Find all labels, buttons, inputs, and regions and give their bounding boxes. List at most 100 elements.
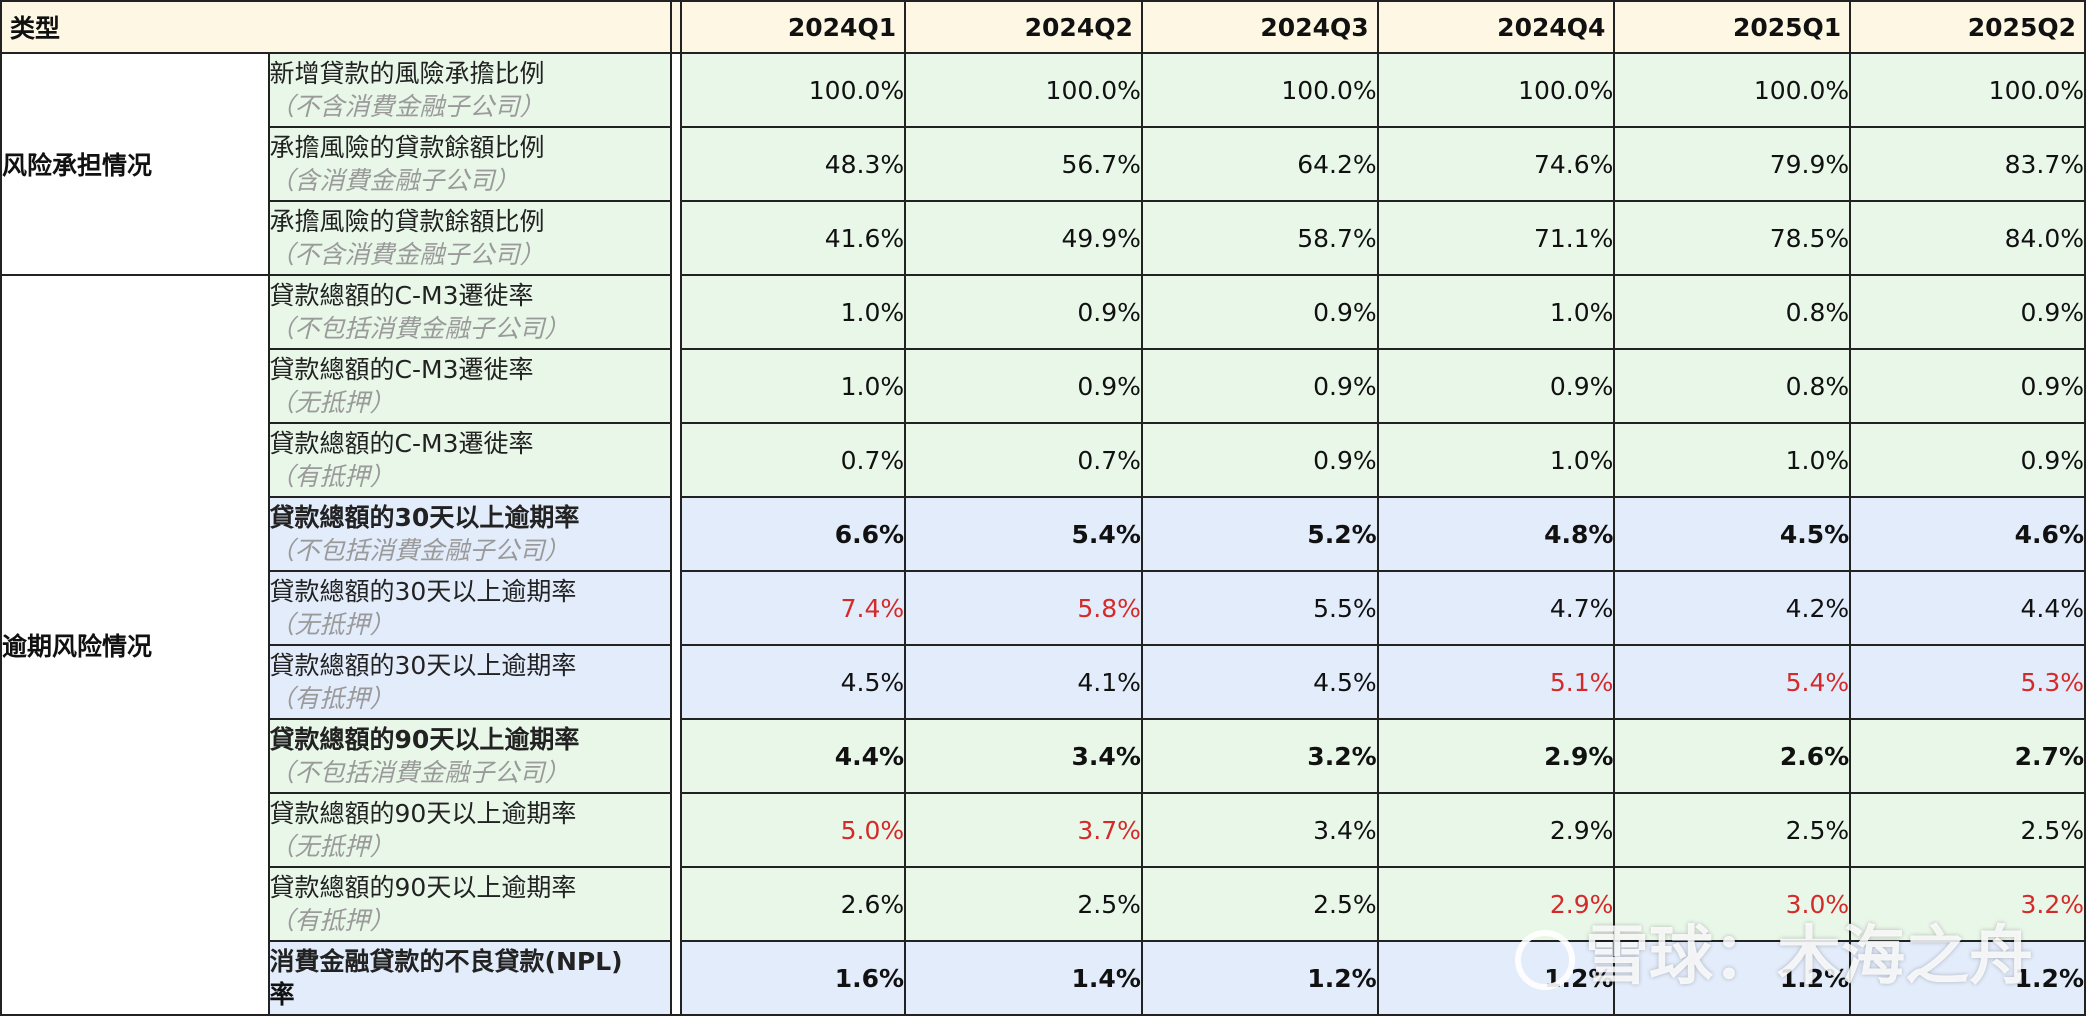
value-cell: 1.2% [1140,940,1379,1016]
table-row: 消費金融貸款的不良貸款(NPL) 率 1.6% 1.4% 1.2% 1.2% 1.… [1,940,2086,1016]
value-cell: 49.9% [904,200,1143,276]
value-cell: 1.0% [680,274,907,350]
row-label: 貸款總額的90天以上逾期率 （不包括消費金融子公司） [267,718,673,794]
value-cell: 2.7% [1849,718,2086,794]
value-cell: 48.3% [680,126,907,202]
value-cell: 0.7% [904,422,1143,498]
value-cell: 100.0% [1613,52,1852,128]
value-cell: 5.2% [1140,496,1379,572]
header-type: 类型 [0,0,673,54]
row-label-main: 貸款總額的C-M3遷徙率 [269,355,534,384]
table-row: 貸款總額的30天以上逾期率 （有抵押） 4.5% 4.1% 4.5% 5.1% 5… [1,644,2086,720]
row-label: 承擔風險的貸款餘額比例 （含消費金融子公司） [267,126,673,202]
row-label: 貸款總額的90天以上逾期率 （有抵押） [267,866,673,942]
value-cell: 4.8% [1376,496,1616,572]
row-label: 貸款總額的C-M3遷徙率 （有抵押） [267,422,673,498]
category-overdue-risk: 逾期风险情况 [0,274,270,1016]
header-2024q2: 2024Q2 [904,0,1143,54]
table-row: 承擔風險的貸款餘額比例 （含消費金融子公司） 48.3% 56.7% 64.2% … [1,126,2086,202]
value-cell: 7.4% [680,570,907,646]
value-cell: 0.9% [1140,348,1379,424]
value-cell: 58.7% [1140,200,1379,276]
value-cell: 5.8% [904,570,1143,646]
value-cell: 2.9% [1376,718,1616,794]
row-label-main: 貸款總額的30天以上逾期率 [269,651,577,680]
value-cell: 3.4% [904,718,1143,794]
value-cell: 4.5% [1613,496,1852,572]
row-label-sub: （有抵押） [269,684,395,713]
value-cell: 5.3% [1849,644,2086,720]
value-cell: 0.9% [1849,274,2086,350]
value-cell: 0.9% [904,274,1143,350]
value-cell: 84.0% [1849,200,2086,276]
snowball-logo-icon [1515,930,1575,991]
value-cell: 1.0% [680,348,907,424]
column-gap [670,52,683,1016]
row-label-sub: （有抵押） [269,906,395,935]
row-label-main: 貸款總額的30天以上逾期率 [269,577,577,606]
watermark: 雪球：木海之舟 [1515,905,2033,997]
row-label-sub: （不包括消費金融子公司） [269,758,570,787]
header-2025q1: 2025Q1 [1613,0,1852,54]
value-cell: 3.0% [1613,866,1852,942]
value-cell: 2.9% [1376,792,1616,868]
table-row: 貸款總額的90天以上逾期率 （有抵押） 2.6% 2.5% 2.5% 2.9% 3… [1,866,2086,942]
row-label: 新增貸款的風險承擔比例 （不含消費金融子公司） [267,52,673,128]
row-label-sub: （有抵押） [269,462,395,491]
row-label: 消費金融貸款的不良貸款(NPL) 率 [267,940,673,1016]
value-cell: 5.4% [904,496,1143,572]
value-cell: 0.8% [1613,348,1852,424]
value-cell: 1.0% [1376,422,1616,498]
value-cell: 4.4% [1849,570,2086,646]
table-row: 逾期风险情况 貸款總額的C-M3遷徙率 （不包括消費金融子公司） 1.0% 0.9… [0,274,2086,1016]
value-cell: 41.6% [680,200,907,276]
value-cell: 5.4% [1613,644,1852,720]
value-cell: 78.5% [1613,200,1852,276]
row-label-sub: （不含消費金融子公司） [269,240,545,269]
table-row: 貸款總額的C-M3遷徙率 （有抵押） 0.7% 0.7% 0.9% 1.0% 1.… [1,422,2086,498]
row-label-sub: 率 [269,980,295,1009]
value-cell: 0.9% [904,348,1143,424]
row-label: 貸款總額的C-M3遷徙率 （无抵押） [267,348,673,424]
value-cell: 3.4% [1140,792,1379,868]
value-cell: 3.2% [1140,718,1379,794]
value-cell: 1.4% [904,940,1143,1016]
row-label-main: 新增貸款的風險承擔比例 [269,59,545,88]
value-cell: 4.6% [1849,496,2086,572]
row-label: 貸款總額的90天以上逾期率 （无抵押） [267,792,673,868]
row-label-sub: （无抵押） [269,610,395,639]
value-cell: 4.5% [1140,644,1379,720]
row-label-main: 貸款總額的30天以上逾期率 [269,503,580,532]
value-cell: 1.2% [1849,940,2086,1016]
row-label-sub: （不包括消費金融子公司） [269,314,570,343]
row-label-main: 貸款總額的90天以上逾期率 [269,725,580,754]
row-label-sub: （无抵押） [269,832,395,861]
value-cell: 3.2% [1849,866,2086,942]
row-label-main: 消費金融貸款的不良貸款(NPL) [269,947,623,976]
value-cell: 2.5% [904,866,1143,942]
row-label-main: 貸款總額的C-M3遷徙率 [269,429,534,458]
table-row: 貸款總額的30天以上逾期率 （无抵押） 7.4% 5.8% 5.5% 4.7% 4… [1,570,2086,646]
row-label: 貸款總額的30天以上逾期率 （有抵押） [267,644,673,720]
row-label: 貸款總額的C-M3遷徙率 （不包括消費金融子公司） [267,274,673,350]
value-cell: 1.0% [1613,422,1852,498]
table-row: 风险承担情况 新增貸款的風險承擔比例 （不含消費金融子公司） 100.0% 100… [0,52,2086,1016]
value-cell: 6.6% [680,496,907,572]
value-cell: 2.6% [680,866,907,942]
watermark-text: 雪球：木海之舟 [1585,920,2033,994]
value-cell: 3.7% [904,792,1143,868]
value-cell: 1.2% [1613,940,1852,1016]
value-cell: 0.9% [1849,422,2086,498]
value-cell: 79.9% [1613,126,1852,202]
value-cell: 100.0% [1140,52,1379,128]
table-row: 貸款總額的C-M3遷徙率 （无抵押） 1.0% 0.9% 0.9% 0.9% 0.… [1,348,2086,424]
value-cell: 56.7% [904,126,1143,202]
value-cell: 0.9% [1140,274,1379,350]
value-cell: 1.0% [1376,274,1616,350]
row-label-main: 貸款總額的90天以上逾期率 [269,873,577,902]
row-label-sub: （不含消費金融子公司） [269,92,545,121]
value-cell: 100.0% [904,52,1143,128]
header-2024q4: 2024Q4 [1376,0,1616,54]
table-row: 貸款總額的90天以上逾期率 （不包括消費金融子公司） 4.4% 3.4% 3.2%… [1,718,2086,794]
